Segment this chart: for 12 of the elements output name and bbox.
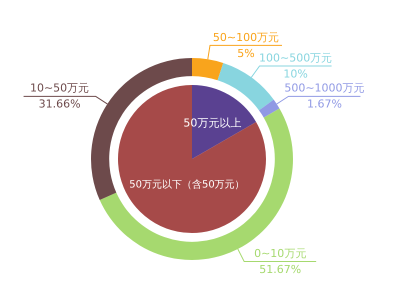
data-label: 51.67% — [259, 262, 302, 276]
slice-label: 50~100万元 — [212, 30, 280, 44]
data-label: 31.66% — [38, 98, 81, 111]
slice-label: 10~50万元 — [30, 82, 90, 95]
slice-label: 500~1000万元 — [284, 82, 365, 95]
slice-label: 50万元以下（含50万元） — [129, 178, 245, 190]
slice-label: 0~10万元 — [254, 246, 306, 260]
data-label: 5% — [237, 46, 255, 60]
slice-label: 100~500万元 — [258, 51, 332, 64]
data-label: 1.67% — [306, 98, 342, 111]
data-label: 10% — [283, 67, 308, 80]
slice-label: 50万元以上 — [183, 116, 242, 130]
